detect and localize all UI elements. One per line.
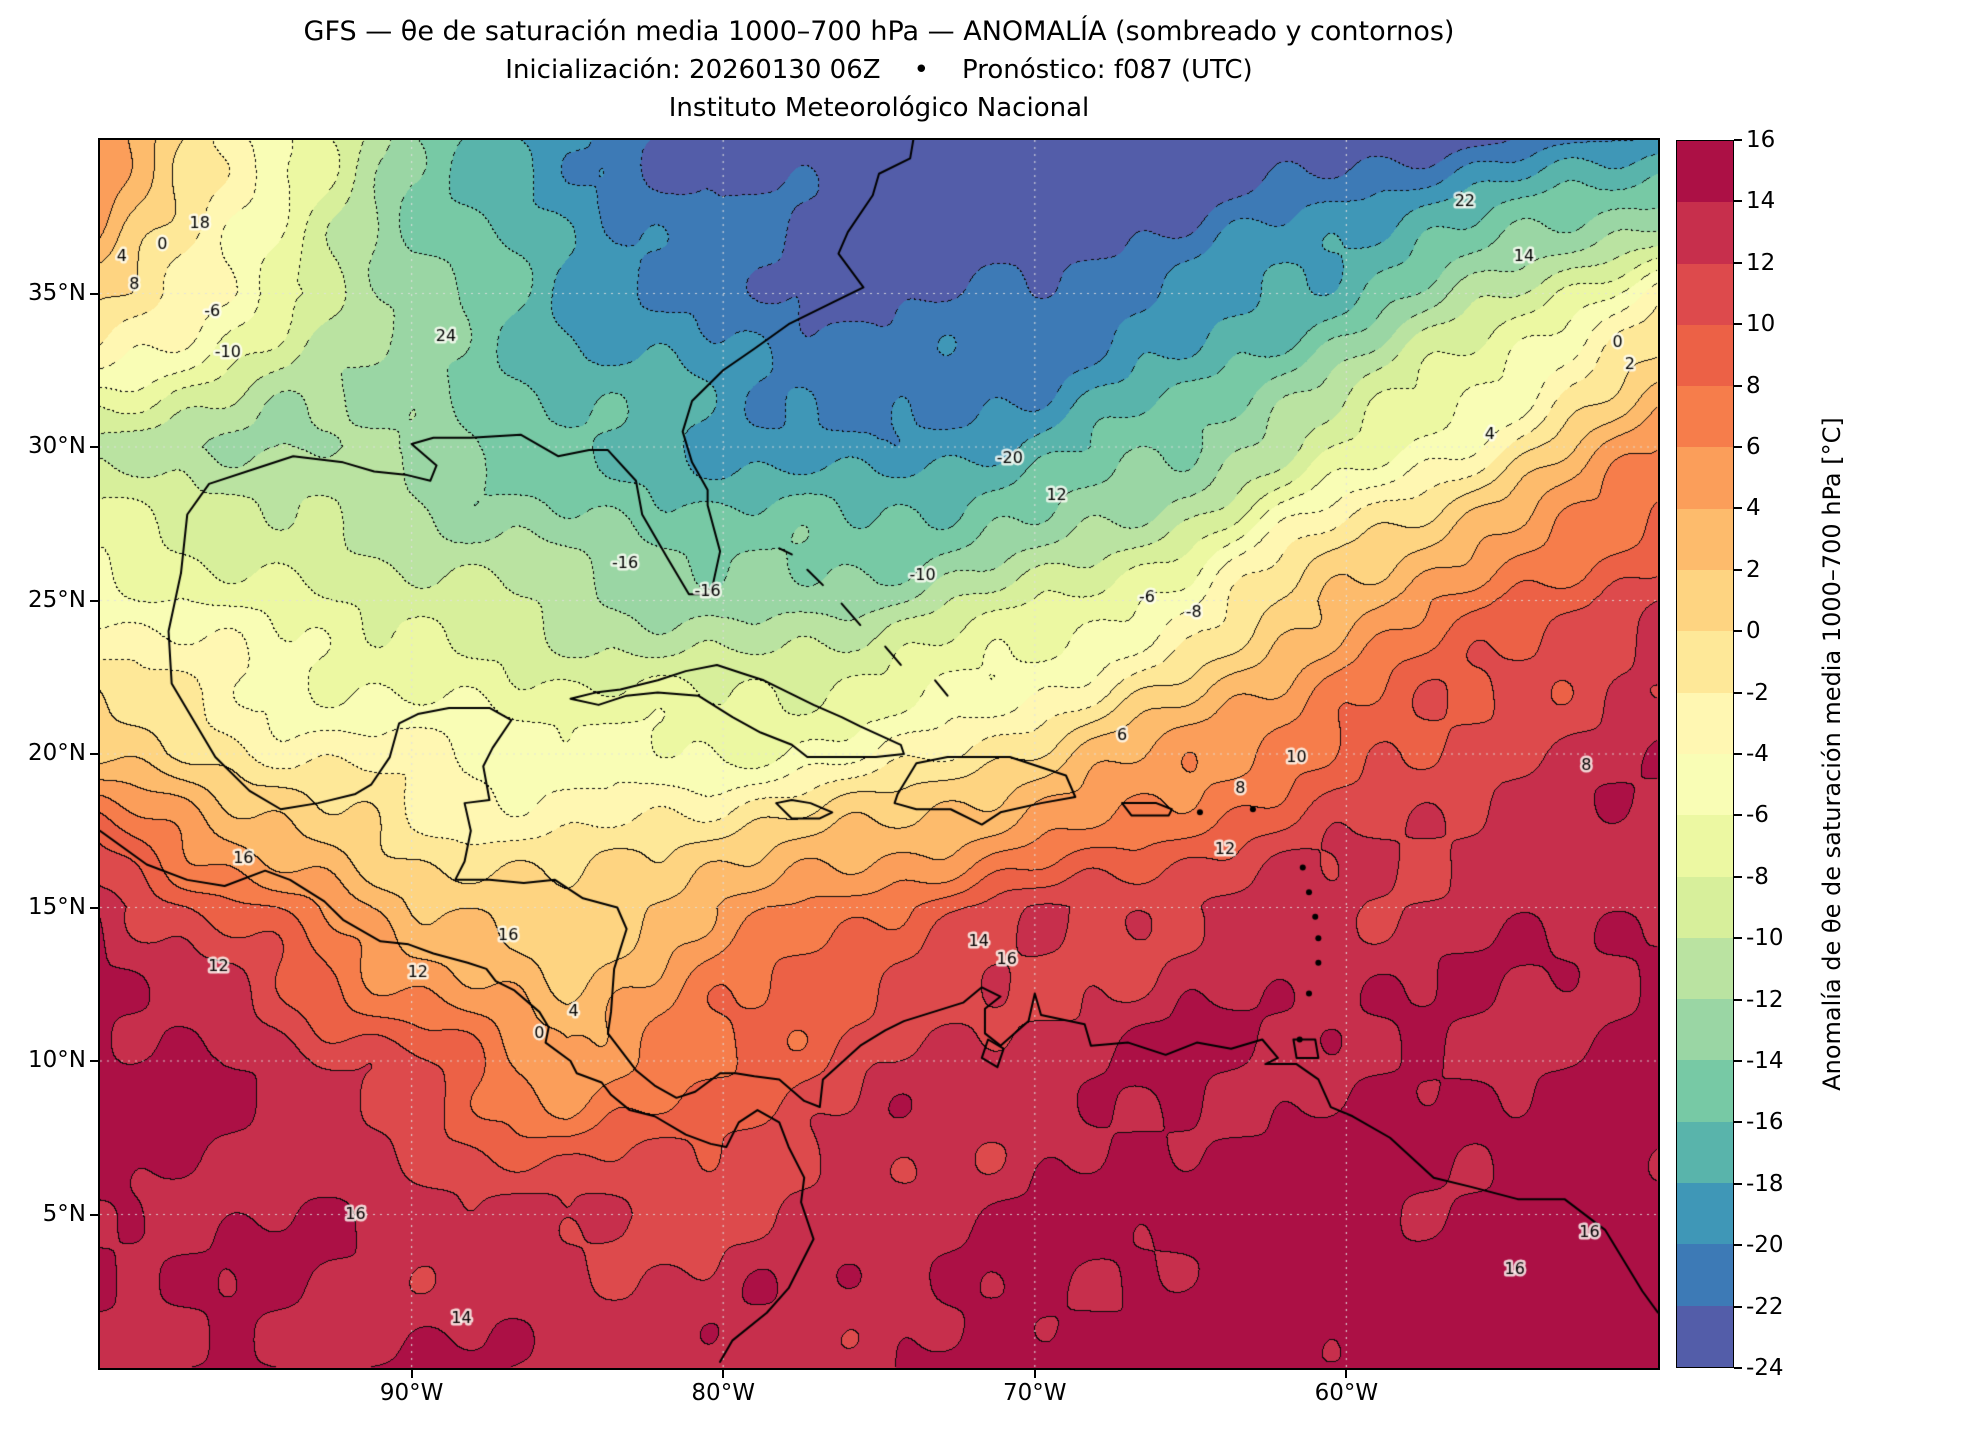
colorbar-tick-label: 14 [1746,188,1776,215]
colorbar-segment [1677,202,1733,264]
colorbar-segment [1677,508,1733,571]
colorbar-tick-label: -18 [1746,1170,1784,1197]
colorbar-segment [1677,631,1733,693]
colorbar-tick-label: 4 [1746,495,1761,522]
colorbar-tick-label: -16 [1746,1109,1784,1136]
colorbar-segment [1677,1060,1733,1122]
chart-subtitle-run-info: Inicialización: 20260130 06Z • Pronóstic… [505,55,1253,85]
y-tick-mark [90,906,98,909]
colorbar-tick-mark [1734,1244,1742,1247]
colorbar-segment [1677,447,1733,509]
x-tick-label: 70°W [1003,1380,1067,1406]
colorbar-tick-mark [1734,261,1742,264]
colorbar-tick-mark [1734,753,1742,755]
y-tick-label: 25°N [28,586,86,613]
colorbar-tick-label: -14 [1746,1048,1784,1074]
colorbar-tick-mark [1734,630,1742,633]
colorbar-segment [1677,386,1733,448]
colorbar-tick-mark [1734,384,1742,387]
colorbar-tick-label: -12 [1746,986,1784,1013]
colorbar-tick-mark [1734,323,1742,326]
colorbar-segment [1677,753,1733,816]
colorbar-label: Anomalía de θe de saturación media 1000–… [1818,417,1846,1091]
y-tick-mark [90,446,98,448]
colorbar-segment [1677,999,1733,1061]
y-tick-mark [90,599,98,602]
colorbar-segment [1677,263,1733,325]
x-tick-label: 90°W [379,1380,444,1406]
colorbar-segment [1677,324,1733,387]
colorbar-segment [1677,570,1733,632]
colorbar-tick-mark [1734,200,1742,203]
colorbar-tick-label: 12 [1746,249,1776,276]
colorbar-tick-label: 10 [1746,311,1776,338]
colorbar-segment [1677,815,1733,877]
colorbar-tick-mark [1734,691,1742,694]
colorbar-tick-label: 2 [1746,556,1761,583]
colorbar-tick-label: -2 [1746,679,1769,706]
x-tick-label: 80°W [691,1380,755,1406]
colorbar-tick-mark [1734,139,1742,141]
colorbar-tick-label: 0 [1746,618,1761,645]
colorbar [1676,140,1734,1368]
colorbar-tick-label: -20 [1746,1232,1784,1259]
colorbar-tick-mark [1734,507,1742,510]
colorbar-tick-mark [1734,1121,1742,1124]
y-tick-mark [90,1213,98,1216]
anomaly-map-canvas [100,140,1658,1368]
colorbar-tick-label: 8 [1746,372,1761,399]
chart-subtitle-institute: Instituto Meteorológico Nacional [668,93,1090,123]
colorbar-tick-label: -4 [1746,741,1769,767]
colorbar-segment [1677,876,1733,938]
y-tick-mark [90,292,98,295]
colorbar-segment [1677,1244,1733,1306]
y-tick-mark [90,1060,98,1062]
colorbar-tick-label: 16 [1746,127,1776,153]
colorbar-tick-label: -6 [1746,802,1769,829]
y-tick-label: 15°N [28,893,86,920]
colorbar-segment [1677,1305,1733,1367]
y-tick-label: 20°N [28,740,86,766]
y-tick-label: 5°N [42,1200,86,1227]
colorbar-tick-mark [1734,1367,1742,1369]
colorbar-tick-label: -10 [1746,925,1784,952]
colorbar-tick-mark [1734,1060,1742,1062]
colorbar-tick-label: -24 [1746,1355,1784,1381]
colorbar-tick-mark [1734,937,1742,940]
colorbar-tick-label: 6 [1746,434,1761,460]
colorbar-tick-mark [1734,998,1742,1001]
colorbar-tick-mark [1734,568,1742,571]
colorbar-tick-mark [1734,1182,1742,1185]
colorbar-segment [1677,1183,1733,1245]
colorbar-tick-mark [1734,875,1742,878]
x-tick-mark [722,1370,725,1378]
colorbar-segment [1677,937,1733,1000]
y-tick-label: 30°N [28,433,86,459]
colorbar-segment [1677,141,1733,203]
x-tick-label: 60°W [1314,1380,1379,1406]
chart-title: GFS — θe de saturación media 1000–700 hP… [303,16,1455,47]
colorbar-segment [1677,692,1733,754]
colorbar-tick-mark [1734,814,1742,817]
colorbar-segment [1677,1121,1733,1184]
y-tick-label: 35°N [28,279,86,306]
y-tick-mark [90,753,98,755]
x-tick-mark [1033,1370,1036,1378]
colorbar-tick-label: -8 [1746,863,1769,890]
colorbar-tick-mark [1734,446,1742,448]
x-tick-mark [1345,1370,1348,1378]
y-tick-label: 10°N [28,1047,86,1073]
x-tick-mark [410,1370,413,1378]
colorbar-tick-label: -22 [1746,1293,1784,1320]
colorbar-tick-mark [1734,1305,1742,1308]
